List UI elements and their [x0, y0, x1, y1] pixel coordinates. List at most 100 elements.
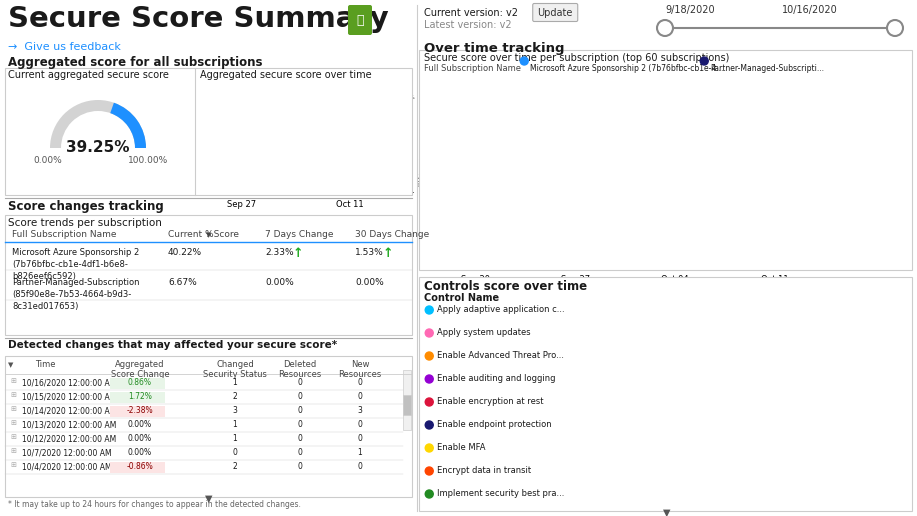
Circle shape — [425, 398, 433, 406]
Text: Secure score over time per subscription (top 60 subscriptions): Secure score over time per subscription … — [425, 53, 730, 63]
Text: Time: Time — [35, 360, 55, 369]
Text: Aggregated score for all subscriptions: Aggregated score for all subscriptions — [8, 56, 262, 69]
Text: 37.11%: 37.11% — [392, 95, 415, 100]
Text: 1: 1 — [358, 448, 362, 457]
Text: 0.00%: 0.00% — [128, 420, 152, 429]
Text: 10/4/2020 12:00:00 AM: 10/4/2020 12:00:00 AM — [22, 462, 112, 471]
Text: 37.74%: 37.74% — [311, 91, 335, 96]
Circle shape — [425, 375, 433, 383]
Y-axis label: Aggregated score: Aggregated score — [162, 105, 168, 161]
Text: 0: 0 — [297, 434, 303, 443]
Wedge shape — [110, 103, 146, 148]
Text: 1.53%: 1.53% — [355, 248, 383, 257]
Text: 6.67%: 6.67% — [632, 248, 652, 253]
Text: ⊞: ⊞ — [10, 406, 16, 412]
Circle shape — [887, 20, 903, 36]
Text: 6.67%: 6.67% — [565, 248, 585, 253]
Text: -2.38%: -2.38% — [127, 406, 153, 415]
Text: Deleted
Resources: Deleted Resources — [279, 360, 322, 379]
FancyBboxPatch shape — [5, 215, 413, 335]
Text: 38.69%: 38.69% — [463, 104, 487, 108]
Text: * It may take up to 24 hours for changes to appear in the detected changes.: * It may take up to 24 hours for changes… — [8, 500, 301, 509]
Text: 6.67%: 6.67% — [832, 248, 852, 253]
Text: ▼: ▼ — [204, 494, 213, 504]
Text: 0: 0 — [358, 462, 362, 471]
Circle shape — [425, 444, 433, 452]
Text: 37.68%: 37.68% — [229, 91, 253, 96]
Text: 0: 0 — [297, 420, 303, 429]
Text: 37.90%: 37.90% — [697, 107, 721, 112]
Text: 10/16/2020: 10/16/2020 — [782, 5, 838, 15]
Text: 38.52%: 38.52% — [203, 86, 226, 91]
Text: 3: 3 — [358, 406, 362, 415]
FancyBboxPatch shape — [533, 4, 578, 22]
Text: 38.69%: 38.69% — [497, 104, 521, 108]
FancyBboxPatch shape — [403, 370, 411, 430]
Text: 34.61%: 34.61% — [365, 127, 389, 132]
Text: 27.21%: 27.21% — [597, 168, 621, 173]
Text: 0.00%: 0.00% — [355, 278, 383, 287]
Text: Current version: v2: Current version: v2 — [425, 8, 518, 18]
FancyBboxPatch shape — [419, 277, 912, 511]
FancyBboxPatch shape — [5, 68, 413, 195]
Text: Full Subscription Name: Full Subscription Name — [12, 230, 116, 239]
Text: 6.67%: 6.67% — [465, 248, 485, 253]
Circle shape — [657, 20, 673, 36]
Text: ↑: ↑ — [383, 247, 393, 260]
Text: 100.00%: 100.00% — [127, 156, 168, 165]
Text: 35.52%: 35.52% — [797, 136, 820, 140]
Circle shape — [425, 490, 433, 498]
Text: 10/13/2020 12:00:00 AM: 10/13/2020 12:00:00 AM — [22, 420, 116, 429]
Text: 0: 0 — [358, 378, 362, 387]
Text: ⊞: ⊞ — [10, 462, 16, 468]
Text: Controls score over time: Controls score over time — [425, 280, 588, 293]
Text: 30 Days Change: 30 Days Change — [355, 230, 429, 239]
Text: ⊞: ⊞ — [10, 434, 16, 440]
Circle shape — [425, 421, 433, 429]
Text: 2: 2 — [233, 392, 238, 401]
Circle shape — [520, 57, 528, 65]
Text: 10/7/2020 12:00:00 AM: 10/7/2020 12:00:00 AM — [22, 448, 112, 457]
Text: 2: 2 — [233, 462, 238, 471]
Wedge shape — [50, 100, 146, 148]
Text: Partner-Managed-Subscripti...: Partner-Managed-Subscripti... — [711, 64, 824, 73]
Text: Encrypt data in transit: Encrypt data in transit — [437, 466, 531, 475]
Text: Partner-Managed-Subscription
(85f90e8e-7b53-4664-b9d3-
8c31ed017653): Partner-Managed-Subscription (85f90e8e-7… — [12, 278, 139, 311]
Text: 0.00%: 0.00% — [128, 434, 152, 443]
Text: 6.67%: 6.67% — [168, 278, 197, 287]
Text: Score changes tracking: Score changes tracking — [8, 200, 164, 213]
Circle shape — [425, 352, 433, 360]
Text: ▼: ▼ — [663, 508, 671, 516]
Text: 25.86%: 25.86% — [283, 181, 307, 186]
Text: Enable Advanced Threat Pro...: Enable Advanced Threat Pro... — [437, 351, 564, 360]
FancyBboxPatch shape — [110, 462, 165, 473]
Text: 0.00%: 0.00% — [34, 156, 62, 165]
Text: 1: 1 — [233, 420, 238, 429]
Text: Enable encryption at rest: Enable encryption at rest — [437, 397, 544, 406]
Text: Enable endpoint protection: Enable endpoint protection — [437, 420, 552, 429]
Text: New
Resources: New Resources — [338, 360, 381, 379]
Text: 39.25%: 39.25% — [66, 140, 129, 155]
Text: Full Subscription Name: Full Subscription Name — [425, 64, 521, 73]
Text: 39.55%: 39.55% — [530, 100, 554, 105]
Text: Apply system updates: Apply system updates — [437, 328, 531, 337]
Text: Update: Update — [537, 8, 573, 18]
Text: 1.72%: 1.72% — [128, 392, 152, 401]
Text: 2.33%: 2.33% — [265, 248, 293, 257]
Text: 6.67%: 6.67% — [499, 248, 518, 253]
Text: 38.10%: 38.10% — [830, 106, 854, 111]
Text: 37.90%: 37.90% — [663, 107, 687, 112]
Circle shape — [425, 306, 433, 314]
FancyBboxPatch shape — [348, 5, 372, 35]
Text: Current aggregated secure score: Current aggregated secure score — [8, 70, 169, 80]
Text: Microsoft Azure Sponsorship 2
(7b76bfbc-cb1e-4df1-b6e8-
b826eef6c592): Microsoft Azure Sponsorship 2 (7b76bfbc-… — [12, 248, 139, 281]
Text: 1: 1 — [233, 434, 238, 443]
Text: 10/16/2020 12:00:00 AM: 10/16/2020 12:00:00 AM — [22, 378, 116, 387]
Text: 0: 0 — [358, 420, 362, 429]
Text: Control Name: Control Name — [425, 293, 500, 303]
Text: 0.86%: 0.86% — [128, 378, 152, 387]
Text: 10/15/2020 12:00:00 AM: 10/15/2020 12:00:00 AM — [22, 392, 116, 401]
Text: Latest version: v2: Latest version: v2 — [425, 20, 512, 30]
Text: 6.67%: 6.67% — [599, 248, 618, 253]
Text: 9/18/2020: 9/18/2020 — [665, 5, 715, 15]
